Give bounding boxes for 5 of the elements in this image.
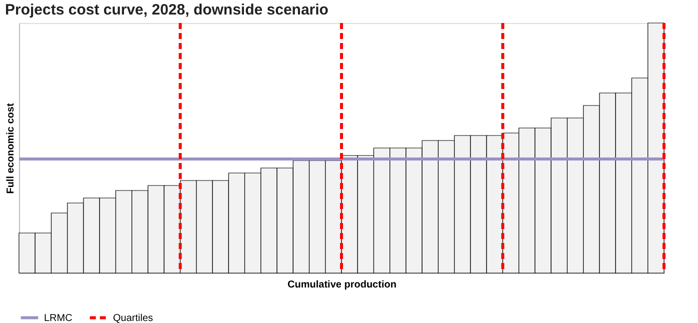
chart-title: Projects cost curve, 2028, downside scenario: [5, 2, 328, 18]
x-axis-title: Cumulative production: [288, 280, 396, 290]
y-axis-title: Full economic cost: [6, 102, 16, 194]
text: Quartiles: [113, 312, 154, 323]
legend-label: LRMC: [44, 312, 72, 323]
